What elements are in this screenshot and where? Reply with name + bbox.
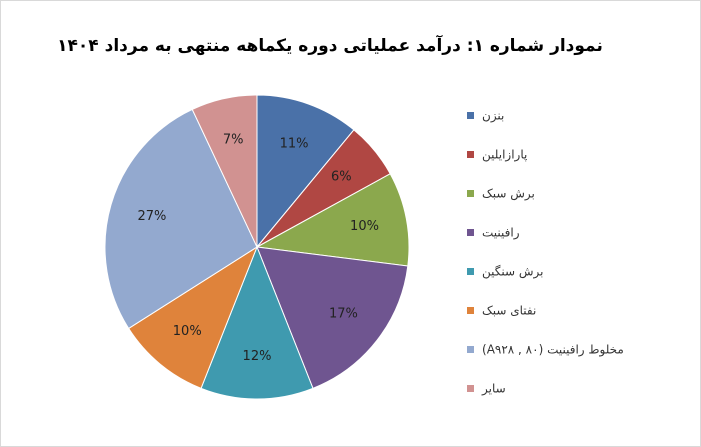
pie-slice [200, 245, 314, 400]
legend-swatch [467, 268, 474, 275]
legend-label: برش سنگین [482, 265, 543, 280]
chart-title: نمودار شماره ۱: درآمد عملیاتی دوره یکماه… [57, 34, 603, 56]
pie-slice [104, 108, 258, 330]
legend-swatch [467, 307, 474, 314]
legend-label: پارازایلین [482, 148, 527, 163]
data-label: 6% [331, 170, 352, 185]
legend-label: نفتای سبک [482, 304, 536, 318]
legend-label: بنزن [482, 109, 504, 124]
legend-swatch [467, 151, 474, 158]
legend-swatch [467, 190, 474, 197]
data-label: 27% [137, 209, 166, 224]
legend-swatch [467, 346, 474, 353]
legend-label: سایر [481, 382, 506, 397]
pie-slice [256, 94, 355, 249]
pie-slice [191, 94, 258, 248]
pie-slice [127, 245, 259, 389]
legend-label: مخلوط رافینیت (A۹۲۸ , ۸۰) [482, 343, 624, 358]
legend-label: رافینیت [482, 226, 520, 241]
data-label: 10% [173, 324, 202, 339]
data-label: 10% [350, 219, 379, 234]
legend-swatch [467, 229, 474, 236]
data-label: 11% [280, 137, 309, 152]
pie-slice [256, 246, 409, 389]
legend-swatch [467, 385, 474, 392]
legend-swatch [467, 112, 474, 119]
pie-slice [255, 173, 410, 267]
legend-label: برش سبک [482, 187, 535, 202]
data-label: 17% [329, 307, 358, 322]
data-label: 7% [223, 133, 244, 148]
data-label: 12% [243, 349, 272, 364]
